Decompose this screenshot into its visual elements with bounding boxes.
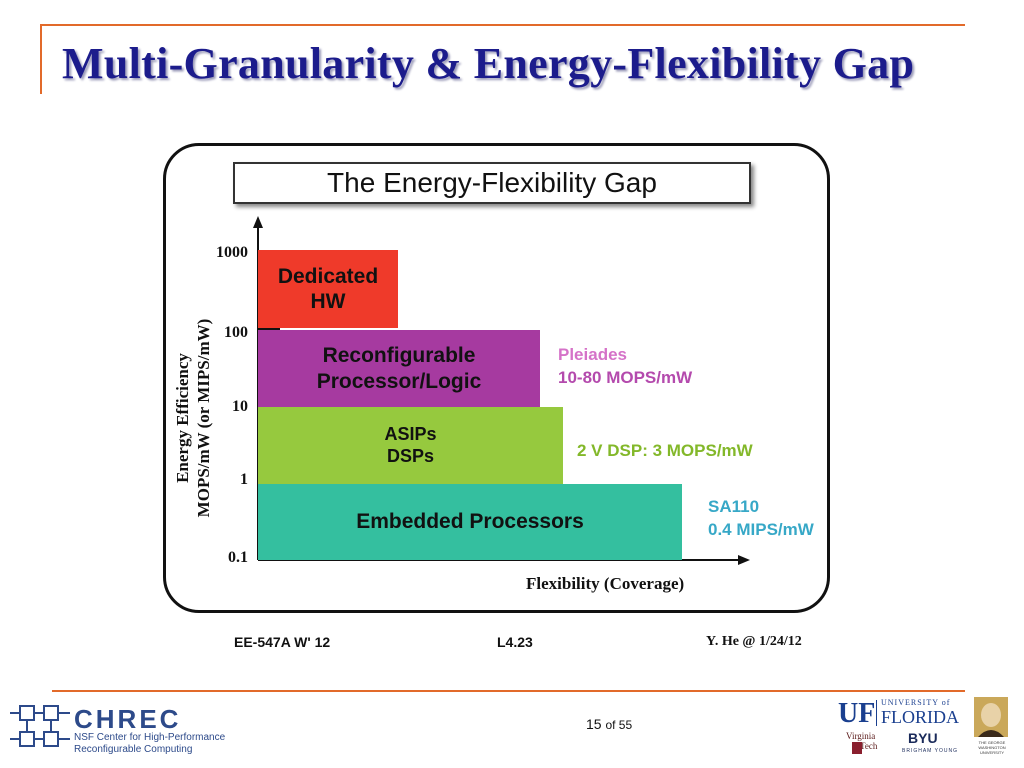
title-rule-left <box>40 24 42 94</box>
uf-logo-mark: UF <box>838 698 876 729</box>
uf-logo-university: UNIVERSITY of <box>881 698 951 707</box>
chrec-sub-line1: NSF Center for High-Performance <box>74 732 226 743</box>
diagram-footer-right: Y. He @ 1/24/12 <box>706 634 802 649</box>
annotation-line1: 2 V DSP: 3 MOPS/mW <box>577 441 753 460</box>
byu-logo: BYU <box>908 730 938 746</box>
annotation-sa110: SA110 0.4 MIPS/mW <box>708 496 814 542</box>
vt-line1: Virginia <box>846 731 876 741</box>
gwu-logo-text: THE GEORGE WASHINGTON UNIVERSITY <box>972 740 1012 756</box>
byu-logo-subtitle: BRIGHAM YOUNG <box>902 748 958 754</box>
block-reconfigurable: Reconfigurable Processor/Logic <box>258 330 540 407</box>
diagram-footer-left: EE-547A W' 12 <box>234 634 331 650</box>
annotation-line1: SA110 <box>708 497 760 516</box>
diagram-footer-center: L4.23 <box>497 634 533 650</box>
block-label-line2: Processor/Logic <box>316 369 482 393</box>
block-label-line1: ASIPs <box>384 423 437 444</box>
annotation-line1: Pleiades <box>558 345 627 364</box>
y-axis-arrow <box>253 216 263 228</box>
block-asips-dsps: ASIPs DSPs <box>258 407 563 484</box>
x-axis-arrow <box>738 555 750 565</box>
y-tick-label: 0.1 <box>228 549 248 566</box>
annotation-line2: 10-80 MOPS/mW <box>558 367 693 387</box>
page-number-current: 15 <box>586 716 602 732</box>
gwu-line1: THE GEORGE <box>978 740 1006 745</box>
page-number: 15 of 55 <box>586 716 632 732</box>
block-label-line1: Dedicated <box>277 264 379 288</box>
slide-title: Multi-Granularity & Energy-Flexibility G… <box>62 39 915 88</box>
block-label-line1: Reconfigurable <box>322 344 476 368</box>
chrec-logo-name: CHREC <box>74 704 182 734</box>
uf-logo-florida: FLORIDA <box>881 707 960 727</box>
title-rule-top <box>40 24 965 26</box>
gwu-line3: UNIVERSITY <box>979 750 1004 756</box>
vt-logo: Virginia Tech <box>846 731 878 752</box>
block-label-line1: Embedded Processors <box>356 510 584 534</box>
chrec-sub-line2: Reconfigurable Computing <box>74 743 193 755</box>
block-label-line2: HW <box>310 290 346 313</box>
chrec-logo-subtitle: NSF Center for High-Performance Reconfig… <box>74 732 225 755</box>
gwu-portrait-icon <box>974 697 1008 737</box>
block-embedded-processors: Embedded Processors <box>258 484 682 560</box>
chrec-logo-icon <box>10 705 70 747</box>
y-tick-label: 1000 <box>216 244 248 261</box>
y-tick-label: 100 <box>224 324 248 341</box>
y-axis-label-line2: MOPS/mW (or MIPS/mW) <box>194 318 214 518</box>
page-number-total: of 55 <box>605 718 633 732</box>
annotation-dsp: 2 V DSP: 3 MOPS/mW <box>577 440 753 463</box>
y-tick-label: 1 <box>240 471 248 488</box>
uf-logo-divider <box>876 700 877 726</box>
vt-line2: Tech <box>860 740 878 751</box>
block-label-line2: DSPs <box>386 445 435 466</box>
annotation-pleiades: Pleiades 10-80 MOPS/mW <box>558 344 692 390</box>
y-tick-label: 10 <box>232 398 248 415</box>
block-dedicated-hw: Dedicated HW <box>258 250 398 328</box>
diagram-title-text: The Energy-Flexibility Gap <box>327 167 657 198</box>
y-axis-label-line1: Energy Efficiency <box>173 353 192 483</box>
tick-mark-100 <box>258 328 280 330</box>
footer-rule <box>52 690 965 692</box>
x-axis-label: Flexibility (Coverage) <box>526 574 685 593</box>
vt-shield-icon <box>852 742 862 754</box>
annotation-line2: 0.4 MIPS/mW <box>708 519 814 539</box>
gwu-line2: WASHINGTON <box>978 745 1006 751</box>
diagram-title: The Energy-Flexibility Gap <box>233 162 751 204</box>
